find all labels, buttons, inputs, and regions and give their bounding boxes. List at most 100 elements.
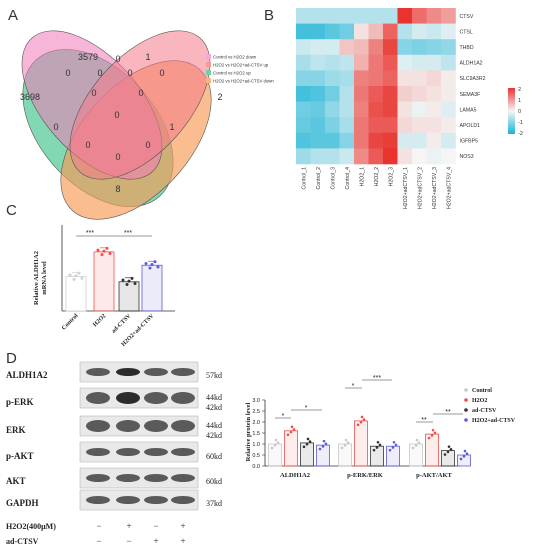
heatmap-cell (296, 132, 311, 149)
c-ylabel-line1: Relative ALDH1A2 (33, 251, 40, 305)
heatmap-gene-label: APOLD1 (460, 123, 481, 129)
venn-count: 0 (53, 122, 58, 132)
d-data-point (360, 415, 364, 419)
venn-count: 0 (159, 68, 164, 78)
heatmap-cell (383, 117, 398, 134)
heatmap-cell (310, 23, 326, 40)
c-data-point (127, 279, 131, 283)
venn-count: 0 (85, 140, 90, 150)
heatmap-cell (397, 86, 413, 102)
treatment-sign: − (126, 536, 131, 546)
heatmap-cell (397, 148, 413, 165)
heatmap-cell (339, 23, 355, 40)
d-data-point (289, 430, 293, 434)
heatmap-cell (354, 117, 369, 134)
heatmap-cell (397, 23, 413, 40)
heatmap-cell (354, 23, 369, 40)
d-bar (316, 444, 330, 467)
treatment-sign: − (96, 536, 101, 546)
heatmap-cell (325, 101, 340, 118)
heatmap-sample-label: Control_4 (345, 167, 351, 190)
treatment-sign: + (180, 536, 185, 546)
d-bar (370, 445, 384, 467)
venn-legend-swatch (206, 70, 211, 75)
d-data-point (392, 440, 396, 444)
heatmap-gene-label: SLC9A3R2 (460, 76, 486, 82)
heatmap-cell (368, 86, 384, 102)
panel-label-a: A (8, 7, 18, 24)
d-data-point (270, 446, 274, 450)
blot-band (116, 368, 140, 376)
d-data-point (427, 436, 431, 440)
venn-count: 2 (217, 92, 222, 102)
heatmap-cell (339, 86, 355, 102)
d-legend-marker (464, 398, 468, 402)
d-data-point (388, 448, 392, 452)
heatmap-cell (354, 101, 369, 118)
heatmap-cell (310, 132, 326, 149)
heatmap-cell (310, 39, 326, 56)
d-data-point (372, 448, 376, 452)
blot-band (86, 496, 110, 504)
heatmap-cell (354, 148, 369, 165)
heatmap-cell (383, 86, 398, 102)
western-blot: ALDH1A2 p-ERK ERK p-AKT AKT GAPDH 57kd 4… (6, 361, 222, 546)
blot-band (116, 420, 140, 432)
heatmap-cell (426, 39, 442, 56)
d-data-point (286, 433, 290, 437)
venn-set-ellipse (69, 30, 211, 180)
heatmap-gene-labels: CTSV CTSL THBD ALDH1A2 SLC9A3R2 SEMA3F LAMA5 AP… (460, 14, 486, 160)
d-data-point (415, 438, 419, 442)
heatmap-cell (339, 148, 355, 165)
heatmap-cell (426, 86, 442, 102)
kd-label: 57kd (206, 371, 222, 380)
heatmap-cell (339, 117, 355, 134)
heatmap-cell (397, 8, 413, 24)
d-data-point (343, 444, 347, 447)
heatmap-cell (325, 132, 340, 149)
c-ylabel-line2: mRNA level (41, 261, 48, 295)
venn-count: 3698 (20, 92, 40, 102)
heatmap-cell (397, 39, 413, 56)
heatmap-cell (339, 39, 355, 56)
venn-count: 1 (145, 52, 150, 62)
d-legend-label: H2O2+ad-CTSV (472, 418, 516, 424)
heatmap-color-scale: 2 1 0 -1 -2 (508, 87, 523, 137)
panel-c-bar-chart: Relative ALDH1A2 mRNA level Control H2O2 a… (33, 225, 175, 348)
heatmap-cell (441, 23, 456, 40)
d-group-label: p-AKT/AKT (416, 472, 452, 479)
heatmap-gene-label: IGFBP5 (460, 139, 479, 145)
heatmap-cell (383, 132, 398, 149)
venn-count: 0 (115, 54, 120, 64)
heatmap-cell (441, 148, 456, 165)
blot-band (86, 448, 110, 456)
d-data-point (308, 440, 312, 443)
kd-label: 42kd (206, 403, 222, 412)
heatmap-cell (339, 132, 355, 149)
venn-legend-label: H2O2 vs H2O2+ad-CTSV up (213, 63, 269, 68)
d-sig-label: ** (445, 409, 451, 416)
heatmap-cell (441, 39, 456, 56)
d-data-point (446, 450, 450, 454)
blot-band (144, 420, 168, 432)
d-data-point (411, 446, 415, 450)
d-bar (409, 443, 423, 467)
c-data-point (80, 276, 84, 280)
heatmap-sample-label: H2O2+adCTSV_2 (417, 167, 423, 209)
heatmap-gene-label: SEMA3F (460, 92, 481, 98)
heatmap-cell (354, 8, 369, 24)
blot-band (171, 368, 195, 376)
d-sig-label: * (352, 383, 355, 390)
venn-count: 0 (138, 88, 143, 98)
d-bar (338, 443, 352, 467)
d-data-point (431, 428, 435, 432)
blot-band (86, 368, 110, 376)
heatmap-cell (310, 54, 326, 71)
blot-band (86, 420, 110, 432)
d-legend-label: Control (472, 388, 492, 394)
d-y-tick-label: 0.5 (252, 453, 260, 459)
heatmap-cell (397, 70, 413, 87)
d-bar (300, 442, 314, 467)
venn-count: 0 (115, 152, 120, 162)
d-data-point (362, 418, 366, 421)
